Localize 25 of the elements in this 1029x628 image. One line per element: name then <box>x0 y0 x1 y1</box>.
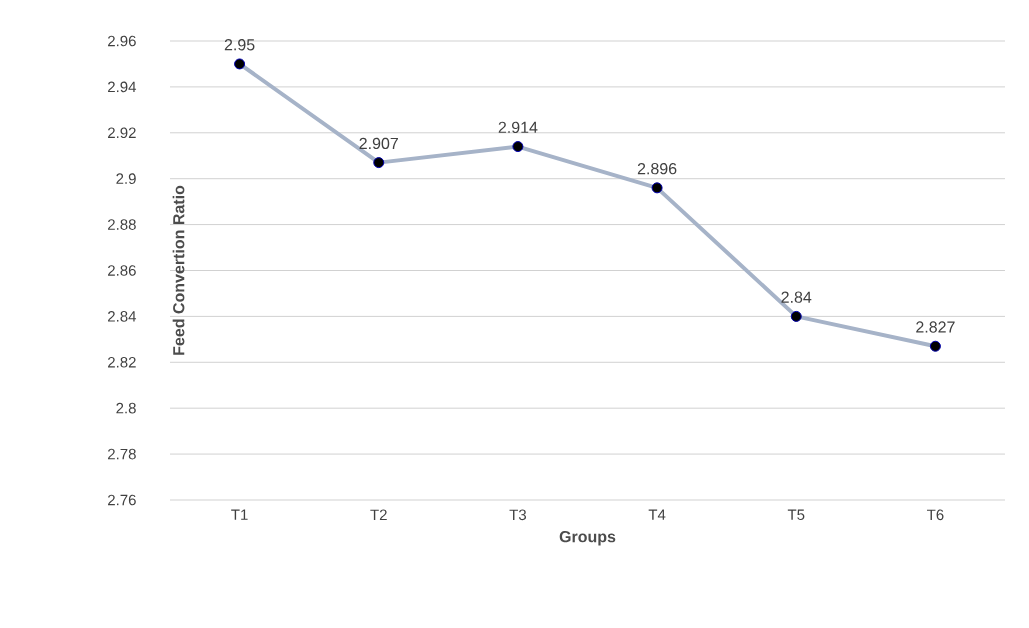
x-tick-label: T2 <box>370 509 387 520</box>
data-label: 2.907 <box>359 137 398 150</box>
y-tick-label: 2.8 <box>116 402 136 414</box>
y-tick-label: 2.76 <box>108 494 136 506</box>
data-label: 2.914 <box>498 121 538 134</box>
y-tick-label: 2.96 <box>108 35 136 47</box>
x-tick-label: T4 <box>648 509 666 520</box>
data-label: 2.896 <box>637 163 677 175</box>
data-label: 2.84 <box>781 291 812 303</box>
y-tick-label: 2.88 <box>108 219 136 230</box>
y-tick-label: 2.78 <box>108 448 136 460</box>
y-tick-label: 2.86 <box>108 265 136 276</box>
x-tick-label: T1 <box>231 509 248 520</box>
data-label: 2.827 <box>916 321 955 333</box>
x-tick-label: T5 <box>787 509 805 520</box>
x-axis-title: Groups <box>559 531 616 546</box>
data-label: 2.95 <box>224 39 255 51</box>
y-tick-label: 2.94 <box>108 81 137 93</box>
y-tick-label: 2.9 <box>116 173 136 184</box>
x-tick-label: T3 <box>509 509 527 521</box>
y-tick-label: 2.92 <box>108 127 136 139</box>
y-tick-label: 2.82 <box>108 356 136 368</box>
y-tick-label: 2.84 <box>108 311 137 322</box>
x-tick-label: T6 <box>926 509 944 521</box>
y-axis-title: Feed Convertion Ratio <box>172 185 185 355</box>
